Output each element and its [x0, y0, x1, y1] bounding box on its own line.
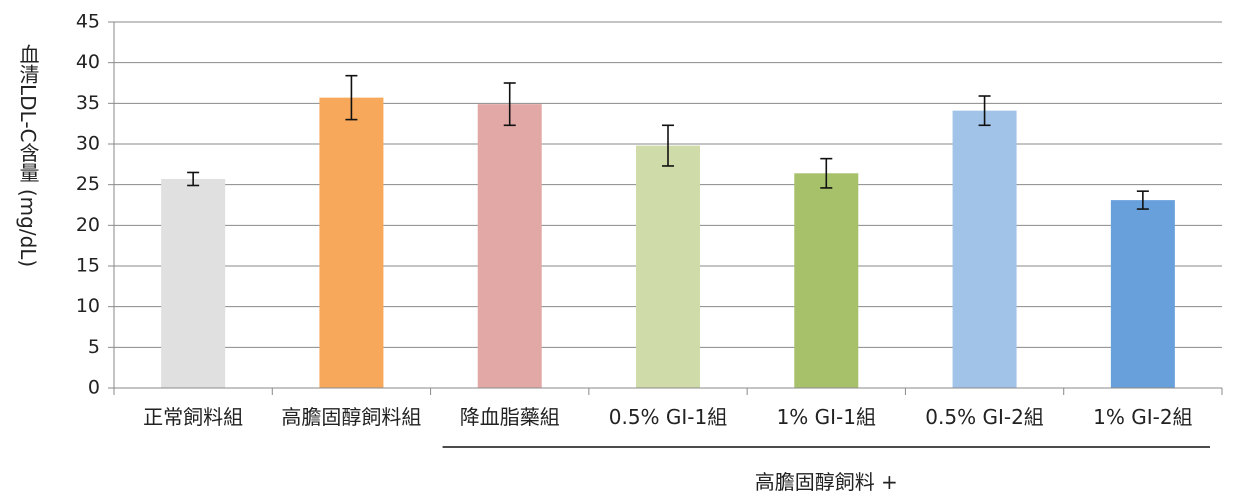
y-tick-label: 0 [88, 377, 100, 399]
y-tick-label: 25 [76, 173, 100, 195]
bar [794, 173, 859, 388]
x-tick-label: 0.5% GI-1組 [608, 405, 728, 429]
y-tick-label: 10 [76, 295, 100, 317]
x-tick-label: 1% GI-1組 [776, 405, 876, 429]
x-tick-label: 正常飼料組 [143, 405, 244, 429]
y-tick-label: 20 [76, 214, 100, 236]
x-tick-label: 1% GI-2組 [1093, 405, 1193, 429]
y-tick-label: 40 [76, 51, 100, 73]
y-tick-label: 45 [76, 11, 100, 33]
x-tick-label: 0.5% GI-2組 [925, 405, 1044, 429]
y-tick-label: 35 [76, 92, 100, 114]
bar [161, 178, 226, 388]
x-tick-label: 降血脂藥組 [459, 405, 560, 429]
y-tick-label: 30 [76, 133, 100, 155]
bar [1110, 200, 1175, 388]
group-label: 高膽固醇飼料 + [754, 470, 898, 494]
y-tick-label: 5 [88, 336, 100, 358]
y-axis-label: 血清LDL-C含量 (mg/dL) [16, 44, 40, 268]
bar [319, 97, 384, 388]
x-tick-label: 高膽固醇飼料組 [281, 405, 422, 429]
bar [477, 104, 542, 388]
bar [952, 110, 1017, 389]
y-tick-label: 15 [76, 255, 100, 277]
bar [636, 145, 700, 388]
